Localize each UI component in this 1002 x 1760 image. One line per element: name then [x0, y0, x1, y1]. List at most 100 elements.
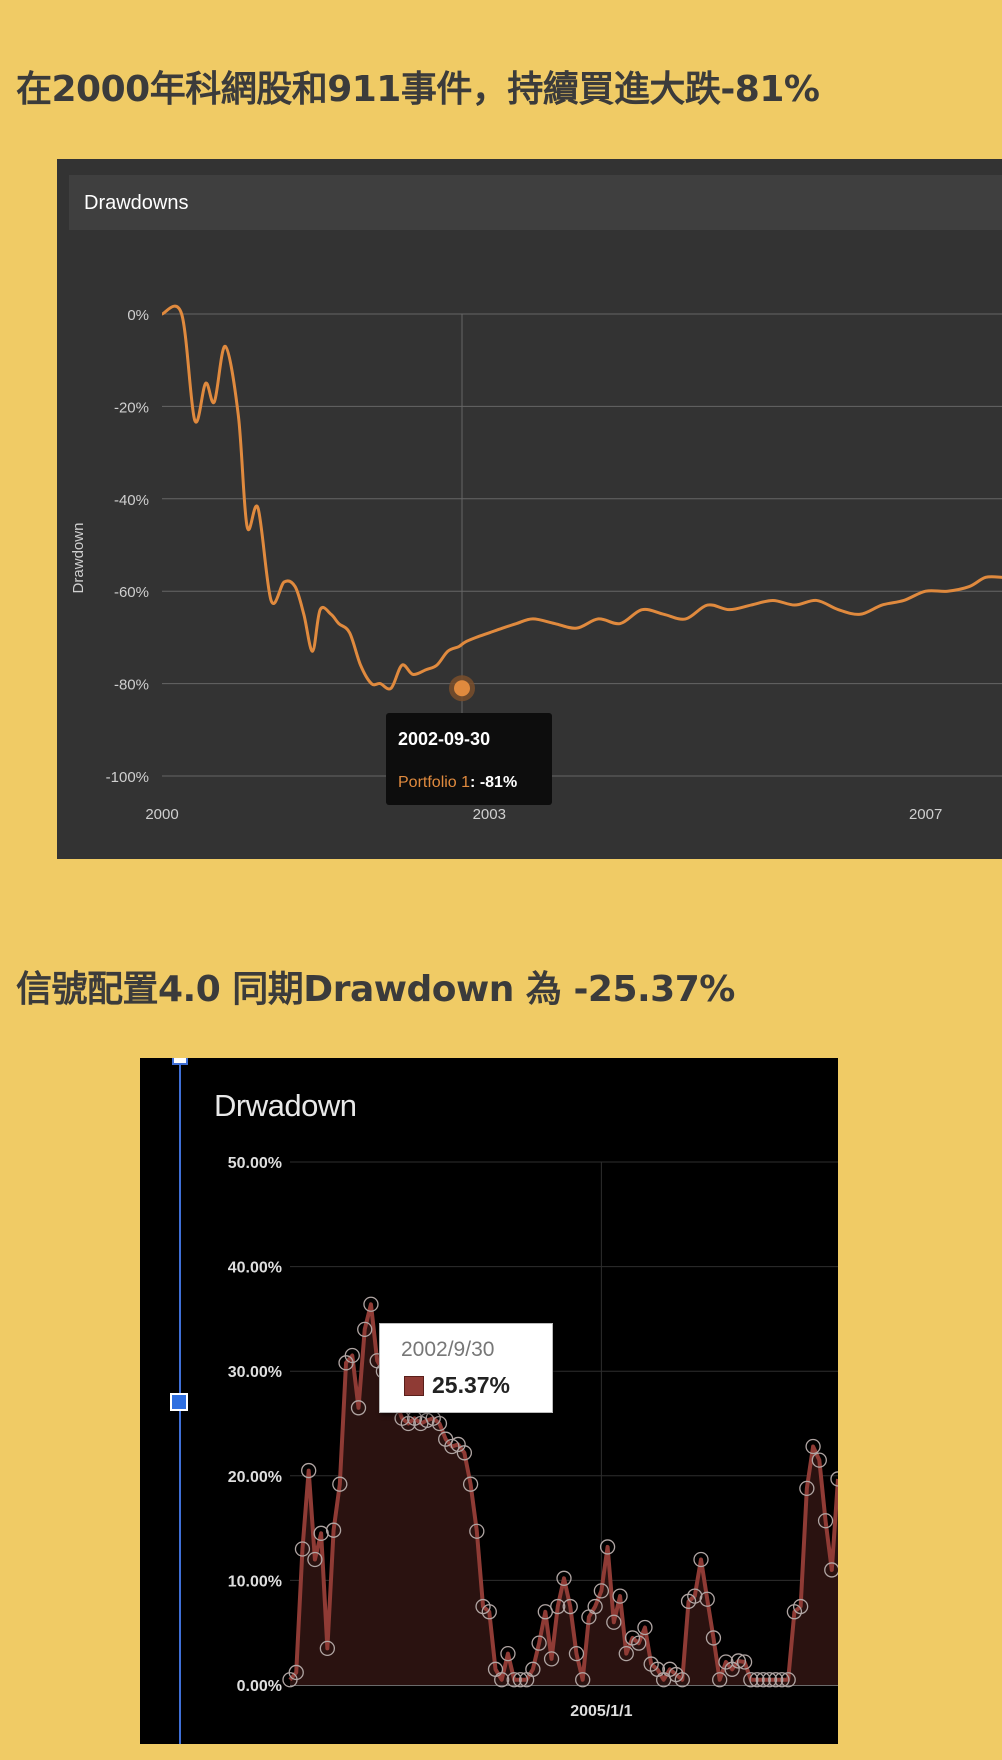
data-point: [294, 1541, 311, 1557]
drawdowns-chart-panel: Drawdowns 0% -20% -40% -60% -80% -100% 2000 200…: [57, 159, 1002, 859]
range-slider-top-handle: [172, 1058, 188, 1065]
chart-title: Drwadown: [214, 1088, 357, 1123]
chart-title: Drawdowns: [84, 192, 189, 214]
data-point: [712, 1672, 728, 1688]
y-tick-label: -100%: [106, 769, 149, 786]
data-point: [749, 1672, 765, 1688]
data-point: [444, 1438, 460, 1455]
data-point: [462, 1476, 479, 1492]
data-point: [811, 1452, 827, 1468]
chart-tooltip: 2002/9/30 25.37%: [379, 1323, 553, 1413]
y-tick-label: 20.00%: [228, 1469, 282, 1486]
data-point: [431, 1415, 448, 1432]
data-point: [301, 1462, 317, 1479]
y-tick-label: 30.00%: [228, 1364, 282, 1381]
y-tick-label: -40%: [114, 492, 149, 509]
data-point: [755, 1672, 771, 1688]
data-point: [350, 1400, 367, 1416]
data-point: [543, 1651, 560, 1667]
data-point: [506, 1672, 522, 1688]
data-point: [325, 1522, 342, 1538]
drawdowns-chart: 0% -20% -40% -60% -80% -100% 2000 2003 2007 Drawd…: [70, 304, 1002, 823]
data-point: [319, 1640, 336, 1657]
tooltip-swatch: [404, 1376, 424, 1396]
data-point: [637, 1619, 653, 1636]
data-point: [780, 1672, 796, 1688]
data-point: [550, 1598, 566, 1615]
data-point: [687, 1588, 703, 1604]
series-line: [161, 304, 1002, 691]
data-point: [699, 1591, 715, 1607]
y-tick-label: 50.00%: [228, 1155, 282, 1172]
data-point: [587, 1598, 603, 1615]
data-point: [307, 1551, 323, 1568]
data-point: [830, 1471, 838, 1487]
data-point: [824, 1562, 838, 1578]
data-point: [456, 1445, 473, 1461]
data-point: [705, 1630, 722, 1646]
data-point: [693, 1551, 709, 1568]
data-point: [599, 1539, 616, 1555]
data-point: [500, 1645, 516, 1662]
data-point: [363, 1296, 379, 1312]
data-point: [730, 1653, 747, 1669]
data-point: [481, 1604, 497, 1620]
data-point: [531, 1635, 547, 1651]
chart-tooltip: 2002-09-30 Portfolio 1: -81%: [386, 713, 552, 805]
data-point: [606, 1614, 622, 1630]
data-point: [792, 1598, 809, 1615]
data-point: [761, 1672, 778, 1688]
series-area: [290, 1304, 838, 1685]
data-point: [512, 1672, 529, 1688]
tooltip-separator: :: [470, 774, 476, 791]
data-point: [288, 1664, 304, 1681]
tooltip-series: Portfolio 1: [398, 774, 471, 791]
range-slider-handle: [170, 1393, 188, 1411]
data-point: [799, 1480, 815, 1497]
heading-first: 在2000年科網股和911事件，持續買進大跌-81%: [16, 69, 820, 110]
data-point: [618, 1645, 634, 1662]
data-point: [344, 1347, 360, 1364]
data-point: [817, 1513, 834, 1529]
y-tick-label: 0.00%: [237, 1678, 282, 1695]
x-tick-label: 2007: [909, 806, 942, 823]
y-tick-label: -60%: [114, 584, 149, 601]
data-point: [768, 1672, 784, 1688]
x-tick-label: 2003: [473, 806, 506, 823]
data-point: [774, 1672, 790, 1688]
data-point: [612, 1588, 628, 1604]
data-point: [419, 1412, 435, 1429]
data-point: [593, 1583, 610, 1599]
heading-second: 信號配置4.0 同期Drawdown 為 -25.37%: [16, 969, 735, 1010]
y-tick-label: 0%: [127, 307, 149, 324]
y-tick-label: -20%: [114, 399, 149, 416]
data-point: [313, 1525, 329, 1541]
data-point: [494, 1672, 510, 1688]
data-point: [556, 1570, 572, 1586]
tooltip-date: 2002-09-30: [398, 729, 491, 749]
data-point: [575, 1672, 591, 1688]
x-tick-label: 2005/1/1: [570, 1703, 632, 1720]
highlight-point: [454, 680, 470, 697]
chart-header: [69, 175, 1002, 230]
tooltip-row: Portfolio 1: -81%: [398, 774, 517, 792]
data-point: [743, 1672, 759, 1688]
y-axis-label: Drawdown: [70, 523, 87, 594]
data-point: [805, 1438, 821, 1455]
data-point: [736, 1654, 753, 1670]
data-point: [674, 1672, 690, 1688]
y-tick-label: 10.00%: [228, 1573, 282, 1590]
y-tick-label: -80%: [114, 677, 149, 694]
y-tick-label: 40.00%: [228, 1260, 282, 1277]
data-point: [568, 1645, 585, 1662]
data-point: [357, 1321, 373, 1338]
x-tick-label: 2000: [145, 806, 178, 823]
data-point: [631, 1635, 647, 1651]
data-point: [469, 1523, 485, 1539]
data-point: [525, 1661, 541, 1677]
tooltip-value: 25.37%: [432, 1372, 511, 1398]
drwadown-chart-panel: 50.00% 40.00% 30.00% 20.00% 10.00% 0.00% 2005/…: [140, 1058, 838, 1744]
data-point: [562, 1598, 578, 1615]
tooltip-value: -81%: [479, 774, 518, 791]
tooltip-date: 2002/9/30: [401, 1338, 495, 1361]
